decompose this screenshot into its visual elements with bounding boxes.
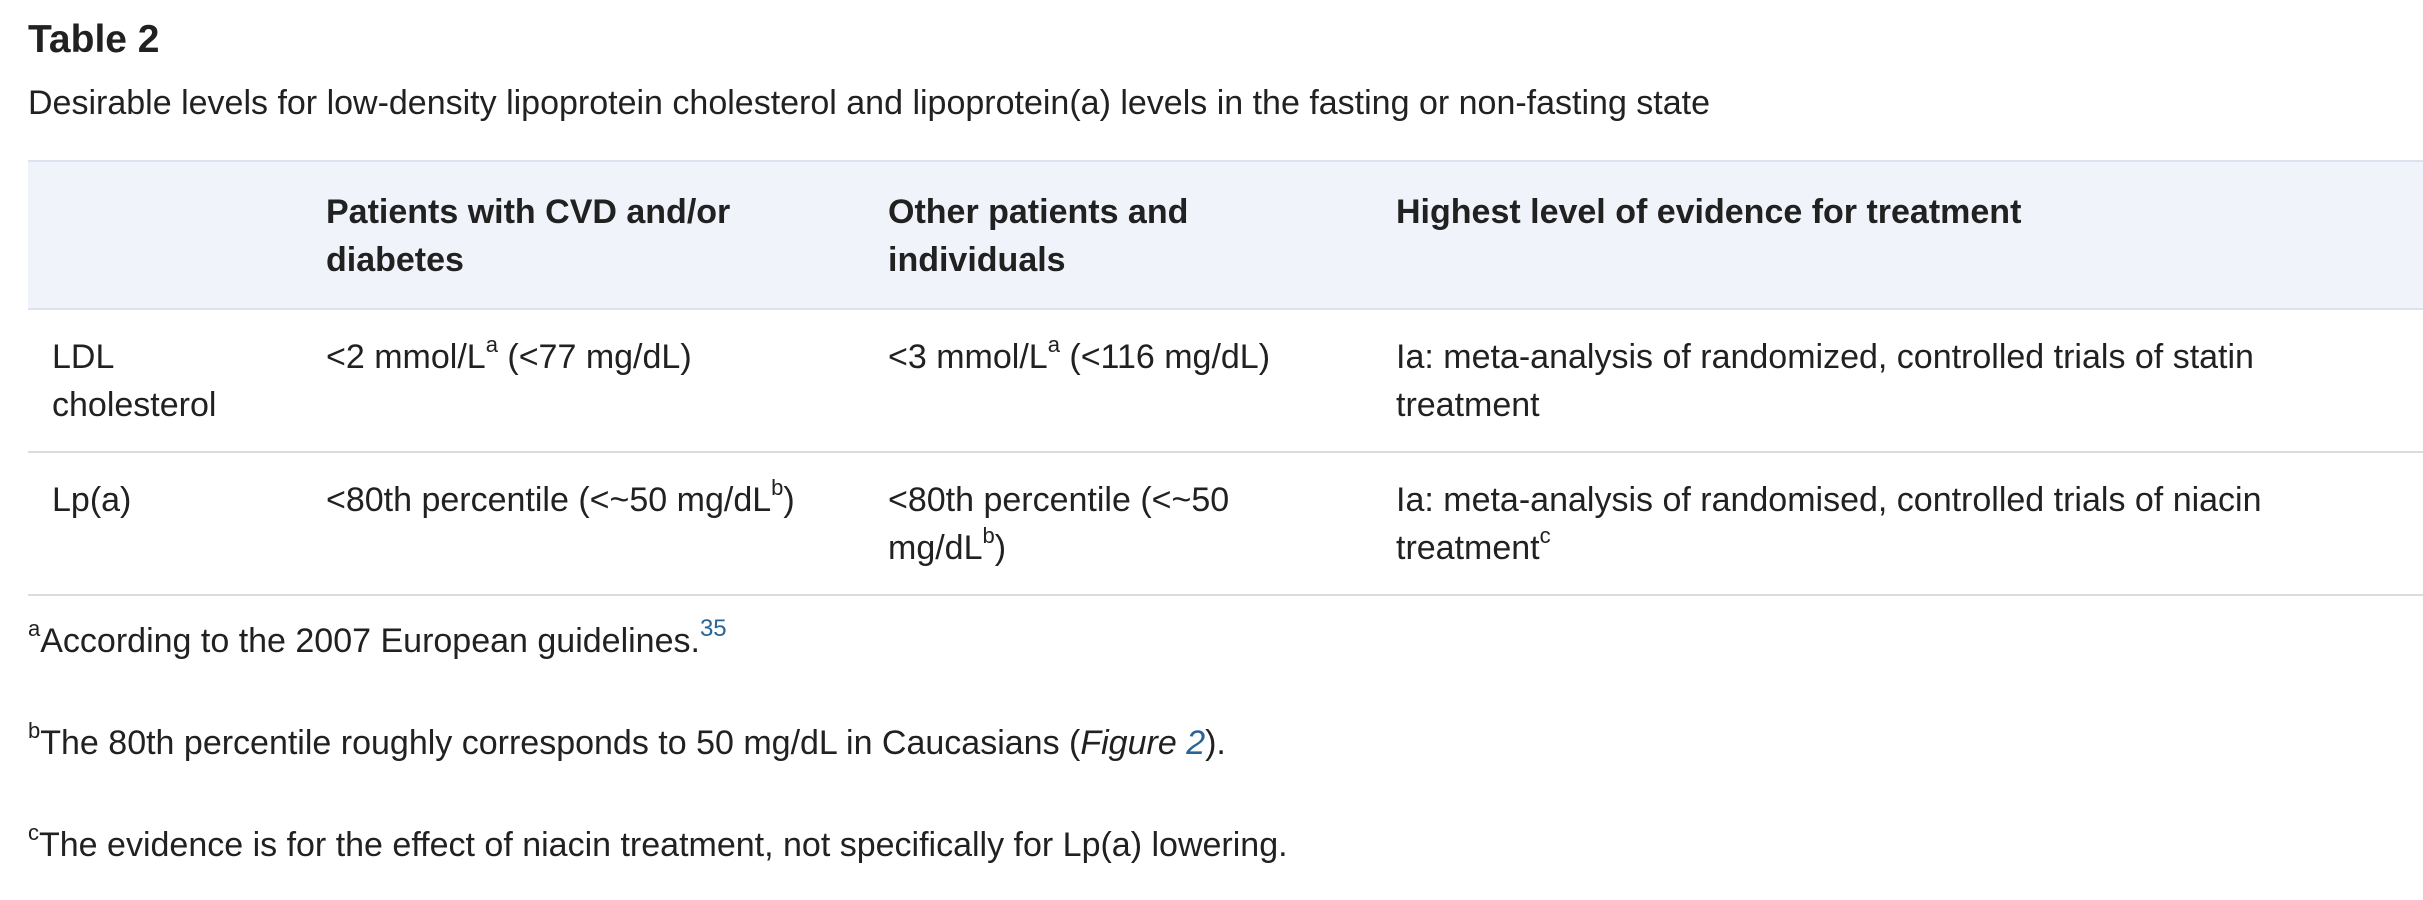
footnote-c: cThe evidence is for the effect of niaci… [28, 822, 1288, 868]
footnote-marker: a [28, 616, 41, 641]
table-caption: Desirable levels for low-density lipopro… [28, 84, 1711, 122]
footnote-marker: a [485, 332, 498, 357]
footnote-b: bThe 80th percentile roughly corresponds… [28, 720, 1226, 766]
footnote-text: The evidence is for the effect of niacin… [39, 826, 1288, 864]
footnote-text-end: ). [1205, 724, 1226, 762]
table-header-row: Patients with CVD and/or diabetes Other … [28, 161, 2423, 309]
cell-value: Ia: meta-analysis of randomized, control… [1396, 338, 2254, 424]
footnote-marker: a [1047, 332, 1060, 357]
cell-value-extra: (<116 mg/dL) [1059, 338, 1271, 376]
header-cell-cvd: Patients with CVD and/or diabetes [326, 193, 731, 279]
cell-value-extra: (<77 mg/dL) [497, 338, 692, 376]
footnote-marker: c [28, 820, 39, 845]
footnote-text: The 80th percentile roughly corresponds … [40, 724, 1081, 762]
reference-link[interactable]: 35 [699, 615, 727, 642]
header-cell-evidence: Highest level of evidence for treatment [1396, 193, 2022, 231]
header-cell-other: Other patients and individuals [888, 193, 1189, 279]
table-row: LDL cholesterol <2 mmol/La (<77 mg/dL) <… [28, 309, 2423, 453]
lipid-levels-table: Patients with CVD and/or diabetes Other … [28, 160, 2423, 596]
row-label: Lp(a) [28, 452, 302, 596]
figure-label: Figure [1080, 724, 1177, 762]
cell-value: Ia: meta-analysis of randomised, control… [1396, 481, 2262, 567]
cell-other-target: <80th percentile (<~50 mg/dLb) [864, 452, 1372, 596]
cell-value: <80th percentile (<~50 mg/dL [326, 481, 772, 519]
footnote-marker: b [982, 523, 995, 548]
footnote-a: aAccording to the 2007 European guidelin… [28, 615, 727, 664]
row-label: LDL cholesterol [28, 309, 302, 453]
figure-link[interactable]: 2 [1186, 724, 1206, 762]
cell-value: <80th percentile (<~50 mg/dL [888, 481, 1230, 567]
cell-evidence: Ia: meta-analysis of randomized, control… [1372, 309, 2423, 453]
table-container: Table 2 Desirable levels for low-density… [28, 0, 2423, 864]
table-row: Lp(a) <80th percentile (<~50 mg/dLb) <80… [28, 452, 2423, 596]
cell-value-extra: ) [783, 481, 795, 519]
cell-value-extra: ) [994, 529, 1007, 567]
cell-cvd-target: <2 mmol/La (<77 mg/dL) [302, 309, 864, 453]
cell-value: <3 mmol/L [888, 338, 1048, 376]
cell-value: <2 mmol/L [326, 338, 486, 376]
cell-cvd-target: <80th percentile (<~50 mg/dLb) [302, 452, 864, 596]
footnote-marker: c [1539, 523, 1551, 548]
footnote-marker: b [771, 475, 784, 500]
header-cell-label [28, 161, 302, 309]
cell-evidence: Ia: meta-analysis of randomised, control… [1372, 452, 2423, 596]
footnote-text: According to the 2007 European guideline… [40, 622, 700, 660]
table-title: Table 2 [28, 18, 160, 61]
cell-other-target: <3 mmol/La (<116 mg/dL) [864, 309, 1372, 453]
footnote-marker: b [28, 718, 41, 743]
